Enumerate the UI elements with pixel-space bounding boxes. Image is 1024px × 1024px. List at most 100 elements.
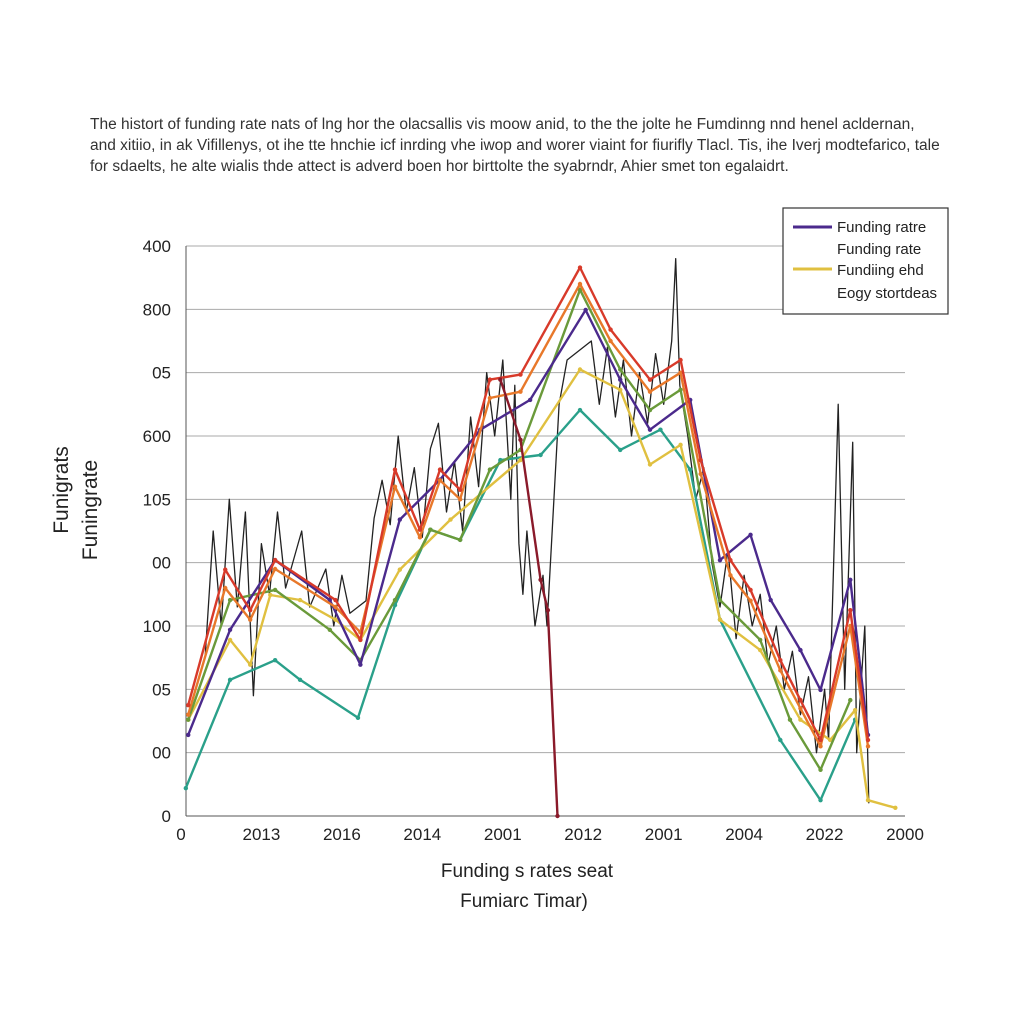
series-6 [186, 265, 871, 743]
x-axis-label-line2: Fumiarc Timar) [460, 891, 588, 912]
data-point [848, 607, 853, 613]
data-point [608, 327, 613, 332]
data-point [818, 737, 823, 743]
y-tick-label: 800 [143, 300, 171, 319]
data-point [545, 607, 551, 613]
x-tick-label: 2004 [725, 825, 763, 844]
data-point [717, 557, 723, 563]
data-point [698, 471, 703, 477]
series-5 [186, 281, 871, 749]
data-point [518, 372, 523, 377]
data-point [227, 597, 233, 603]
data-point [717, 597, 723, 603]
data-point [457, 487, 463, 493]
y-tick-label: 00 [152, 744, 171, 763]
data-point [778, 737, 783, 743]
data-point [518, 437, 523, 442]
data-point [678, 357, 683, 363]
data-point [748, 532, 753, 537]
y-tick-label: 105 [143, 490, 171, 509]
data-point [358, 637, 363, 643]
x-tick-label: 2022 [806, 825, 844, 844]
data-point [647, 377, 653, 382]
data-point [608, 338, 613, 344]
data-point [647, 407, 653, 413]
data-point [327, 627, 333, 632]
data-point [457, 537, 463, 543]
series-7 [498, 377, 560, 819]
data-point [728, 573, 733, 578]
y-tick-label: 00 [152, 554, 171, 573]
data-point [223, 585, 228, 591]
data-point [392, 484, 398, 489]
x-tick-label: 2001 [645, 825, 683, 844]
data-point [518, 389, 523, 394]
y-tick-label: 100 [143, 617, 171, 636]
data-point [327, 597, 333, 603]
data-point [397, 517, 403, 522]
data-point [577, 287, 583, 292]
x-tick-label: 0 [176, 825, 185, 844]
data-point [678, 387, 683, 392]
data-point [272, 557, 278, 563]
x-tick-label: 2016 [323, 825, 361, 844]
data-point [392, 597, 398, 603]
data-point [487, 395, 493, 401]
data-point [848, 577, 853, 582]
y-axis-label-line1: Funigrats [50, 446, 73, 534]
data-point [183, 785, 189, 791]
data-point [333, 604, 338, 610]
x-tick-label: 2014 [403, 825, 441, 844]
data-point [227, 677, 233, 683]
x-tick-labels: 0 2013 2016 2014 2001 2012 2001 2004 2022 2000 [176, 825, 924, 844]
data-point [893, 805, 898, 810]
data-point [852, 708, 858, 713]
data-point [865, 797, 871, 803]
legend: Funding ratre Funding rate Fundiing ehd … [782, 207, 949, 315]
series-group [183, 258, 898, 819]
data-point [583, 307, 588, 313]
data-point [555, 813, 560, 819]
data-point [457, 497, 463, 502]
data-point [428, 527, 433, 532]
data-point [577, 367, 583, 372]
data-point [355, 715, 361, 721]
data-point [698, 457, 703, 463]
x-tick-label: 2013 [243, 825, 281, 844]
legend-label: Fundiing ehd [837, 262, 924, 279]
data-point [186, 717, 191, 722]
data-point [577, 407, 583, 413]
data-point [392, 467, 398, 472]
data-point [827, 737, 833, 743]
y-tick-label: 05 [152, 364, 171, 383]
data-point [333, 597, 338, 603]
y-tick-label: 400 [143, 237, 171, 256]
data-point [647, 389, 653, 394]
data-point [247, 607, 253, 613]
chart-caption: The histort of funding rate nats of lng … [90, 116, 940, 175]
y-tick-label: 05 [152, 680, 171, 699]
data-point [678, 442, 683, 448]
data-point [647, 462, 653, 467]
series-3 [186, 287, 853, 772]
data-point [865, 737, 871, 743]
data-point [448, 517, 453, 522]
data-point [538, 452, 543, 458]
series-0 [204, 258, 870, 804]
data-point [678, 370, 683, 375]
data-point [647, 427, 653, 432]
data-point [778, 668, 783, 673]
x-tick-label: 2012 [564, 825, 602, 844]
data-point [186, 732, 191, 738]
y-axis-label-line2: Funingrate [79, 460, 102, 560]
data-point [618, 387, 623, 392]
series-2 [186, 367, 898, 810]
data-point [227, 637, 233, 643]
data-point [417, 535, 423, 540]
x-axis-label-line1: Funding s rates seat [441, 861, 614, 882]
data-point [768, 597, 773, 603]
series-line [187, 308, 870, 736]
legend-label: Funding rate [837, 241, 921, 258]
data-point [818, 744, 823, 749]
